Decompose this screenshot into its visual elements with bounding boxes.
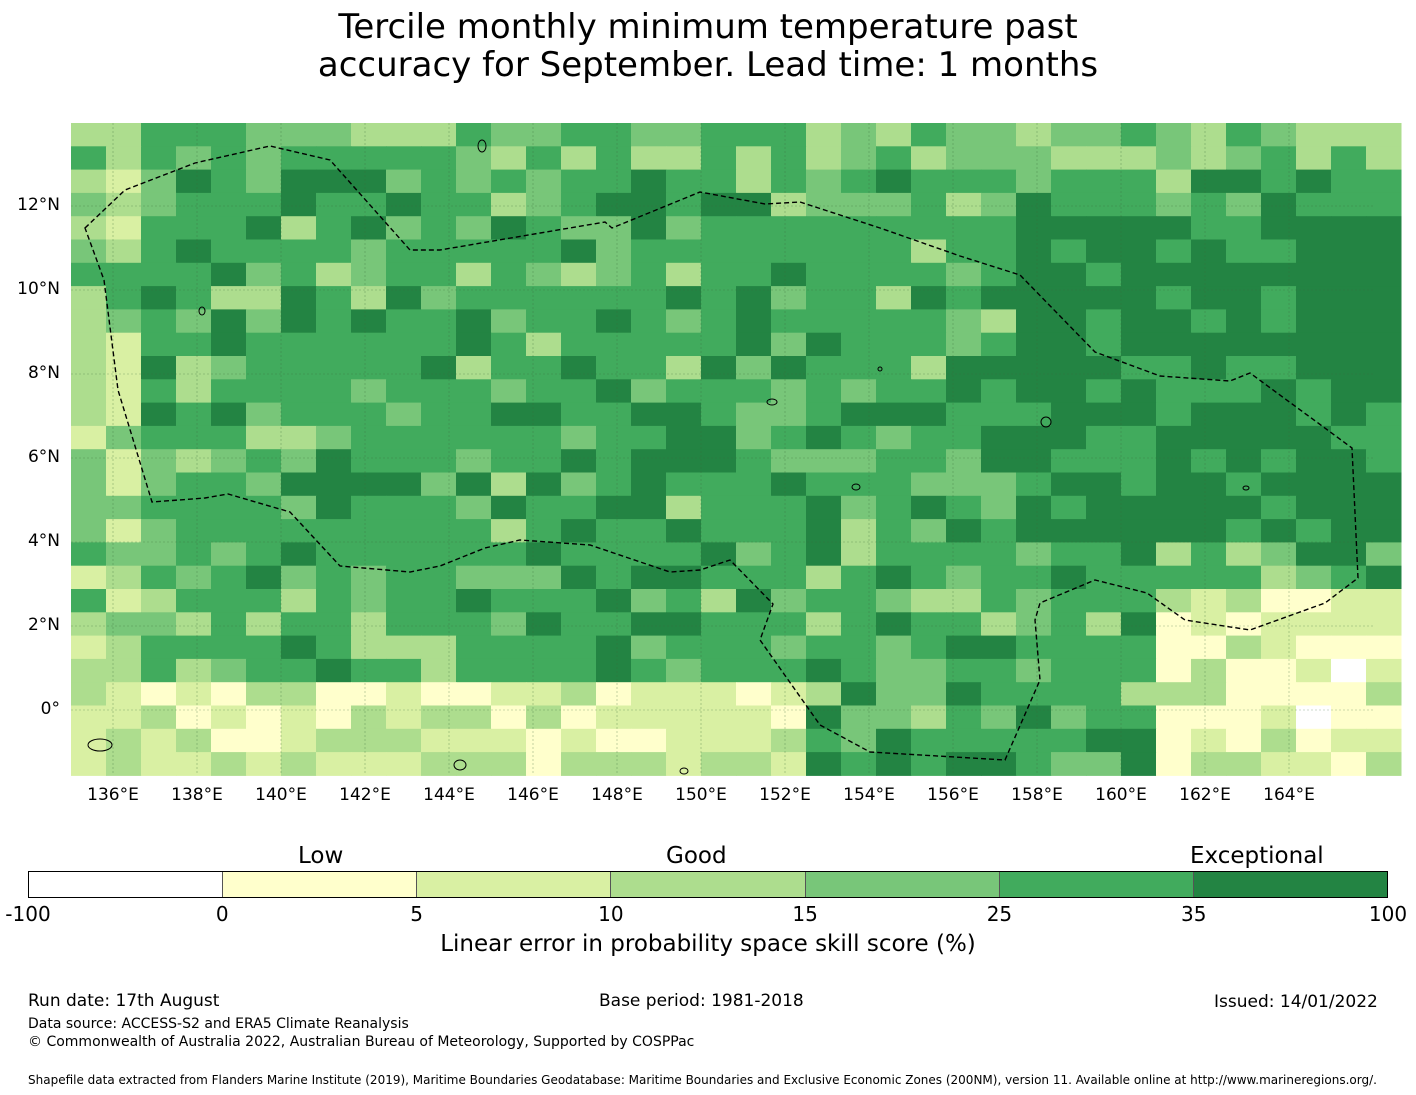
lon-tick-label: 144°E — [423, 785, 475, 805]
lon-tick-label: 140°E — [255, 785, 307, 805]
issued-date: Issued: 14/01/2022 — [1214, 992, 1378, 1012]
colorbar-segment — [805, 872, 1000, 897]
colorbar-tick-label: 5 — [410, 902, 423, 926]
lon-tick-label: 142°E — [339, 785, 391, 805]
copyright: © Commonwealth of Australia 2022, Austra… — [28, 1034, 695, 1050]
skill-grid — [71, 123, 1402, 776]
colorbar-label: Linear error in probability space skill … — [440, 931, 976, 957]
chart-title-line-1: Tercile monthly minimum temperature past — [338, 7, 1078, 47]
lon-tick-label: 148°E — [591, 785, 643, 805]
lat-tick-label: 12°N — [17, 195, 60, 215]
graticule — [71, 123, 1374, 775]
colorbar-tick-label: 0 — [215, 902, 229, 926]
colorbar-segment — [417, 872, 612, 897]
base-period: Base period: 1981-2018 — [599, 991, 804, 1011]
lat-tick-label: 4°N — [27, 531, 60, 551]
lat-tick-label: 6°N — [27, 447, 60, 467]
lon-tick-label: 152°E — [759, 785, 811, 805]
colorbar — [28, 871, 1388, 898]
lon-tick-label: 156°E — [927, 785, 979, 805]
lon-tick-label: 154°E — [843, 785, 895, 805]
data-source: Data source: ACCESS-S2 and ERA5 Climate … — [28, 1016, 409, 1032]
category-exceptional: Exceptional — [1190, 843, 1324, 869]
eez-boundary — [84, 145, 1359, 761]
shapefile-credit: Shapefile data extracted from Flanders M… — [28, 1073, 1377, 1087]
lon-tick-label: 150°E — [675, 785, 727, 805]
colorbar-tick-label: 15 — [792, 902, 818, 926]
lat-tick-label: 8°N — [27, 363, 60, 383]
colorbar-tick-label: 35 — [1180, 902, 1207, 926]
chart-title-line-2: accuracy for September. Lead time: 1 mon… — [317, 45, 1099, 85]
lon-tick-label: 136°E — [87, 785, 139, 805]
skill-score-map — [71, 123, 1402, 776]
colorbar-segment — [999, 872, 1194, 897]
lon-tick-label: 164°E — [1263, 785, 1315, 805]
category-low: Low — [298, 843, 344, 869]
run-date: Run date: 17th August — [28, 991, 220, 1011]
colorbar-segment — [29, 872, 224, 897]
colorbar-segment — [1193, 872, 1387, 897]
lat-tick-label: 2°N — [27, 615, 60, 635]
colorbar-tick-label: 10 — [598, 902, 624, 926]
colorbar-tick-label: -100 — [5, 902, 51, 926]
islands — [87, 139, 1250, 775]
lon-tick-label: 146°E — [507, 785, 559, 805]
colorbar-segment — [611, 872, 806, 897]
colorbar-tick-label: 25 — [986, 902, 1013, 926]
colorbar-tick-label: 100 — [1368, 902, 1408, 926]
lat-tick-label: 0° — [40, 699, 60, 719]
lon-tick-label: 138°E — [171, 785, 223, 805]
category-good: Good — [666, 843, 727, 869]
lat-tick-label: 10°N — [17, 279, 60, 299]
colorbar-segment — [223, 872, 418, 897]
lon-tick-label: 158°E — [1011, 785, 1063, 805]
lon-tick-label: 162°E — [1179, 785, 1231, 805]
lon-tick-label: 160°E — [1095, 785, 1147, 805]
